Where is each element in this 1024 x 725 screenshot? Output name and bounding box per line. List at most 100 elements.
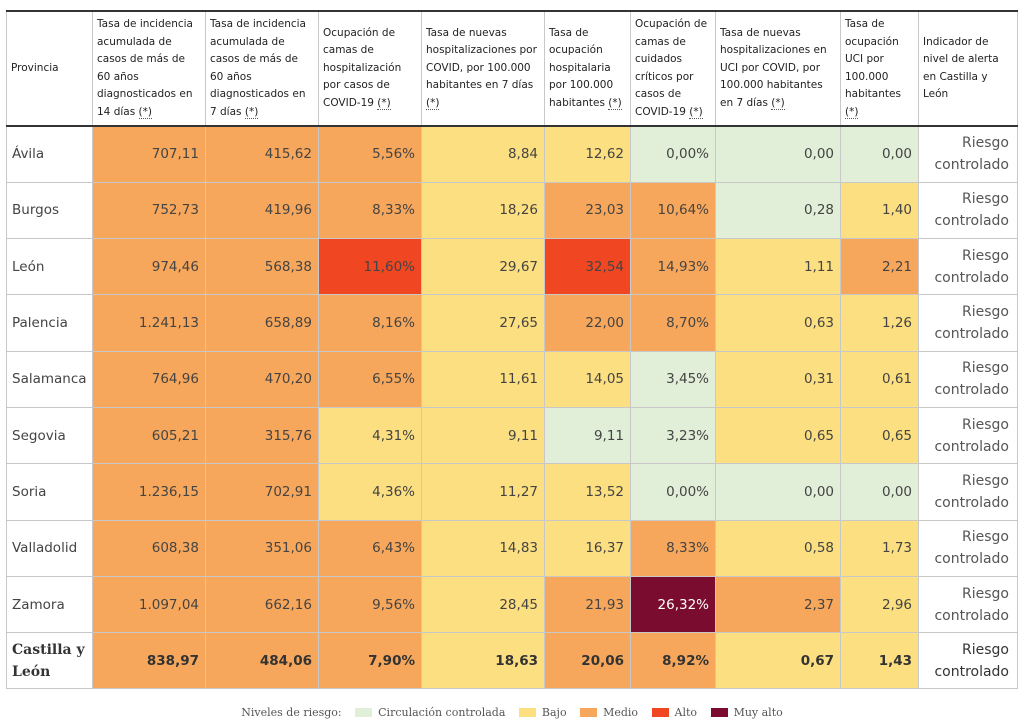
covid-indicators-table-container: Provincia Tasa de incidencia acumulada d… [6,10,1018,690]
value-cell: 14,83 [421,519,545,577]
risk-level: Riesgo controlado [918,181,1018,240]
header-nuevas-uci: Tasa de nuevas hospitalizaciones en UCI … [715,10,841,127]
header-incidencia-7-dias: Tasa de incidencia acumulada de casos de… [205,10,319,127]
value-cell: 0,61 [840,350,919,408]
asterisk-note-link[interactable]: (*) [608,96,622,110]
value-cell: 22,00 [544,294,631,352]
value-cell: 14,05 [544,350,631,408]
value-cell: 0,31 [715,350,841,408]
header-row: Provincia Tasa de incidencia acumulada d… [6,10,1018,127]
value-cell: 0,65 [840,406,919,465]
value-cell: 752,73 [92,181,206,240]
province-name: León [6,238,93,296]
value-cell: 11,61 [421,350,545,408]
header-provincia: Provincia [6,10,93,127]
risk-level: Riesgo controlado [918,632,1018,690]
total-value-cell: 8,92% [630,632,716,690]
value-cell: 3,45% [630,350,716,408]
value-cell: 4,31% [318,406,422,465]
value-cell: 0,00% [630,463,716,521]
table-row: Valladolid 608,38 351,06 6,43% 14,83 16,… [6,519,1018,577]
province-name: Salamanca [6,350,93,408]
province-name: Palencia [6,294,93,352]
asterisk-note-link[interactable]: (*) [244,105,259,119]
asterisk-note-link[interactable]: (*) [689,105,703,119]
value-cell: 0,58 [715,519,841,577]
value-cell: 6,43% [318,519,422,577]
value-cell: 18,26 [421,181,545,240]
value-cell: 27,65 [421,294,545,352]
legend-title: Niveles de riesgo: [241,706,342,719]
value-cell: 1.097,04 [92,575,206,634]
asterisk-note-link[interactable]: (*) [138,105,152,119]
risk-level: Riesgo controlado [918,125,1018,183]
value-cell: 0,00 [840,125,919,183]
legend-item-bajo: Bajo [518,706,567,719]
value-cell: 0,00 [840,463,919,521]
header-nivel-alerta: Indicador de nivel de alerta en Castilla… [918,10,1018,127]
total-row: Castilla y León 838,97 484,06 7,90% 18,63… [6,632,1018,690]
asterisk-note-link[interactable]: (*) [845,105,859,119]
value-cell: 13,52 [544,463,631,521]
legend-item-circulacion-controlada: Circulación controlada [355,706,505,719]
header-ocupacion-hospitalaria: Tasa de ocupación hospitalaria por 100.0… [544,10,631,127]
value-cell: 8,16% [318,294,422,352]
asterisk-note-link[interactable]: (*) [377,96,391,110]
province-name: Burgos [6,181,93,240]
value-cell: 8,84 [421,125,545,183]
value-cell: 26,32% [630,575,716,634]
value-cell: 605,21 [92,406,206,465]
table-body: Ávila 707,11 415,62 5,56% 8,84 12,62 0,0… [6,125,1018,690]
header-nuevas-hospitalizaciones: Tasa de nuevas hospitalizaciones por COV… [421,10,545,127]
table-row: Ávila 707,11 415,62 5,56% 8,84 12,62 0,0… [6,125,1018,183]
value-cell: 16,37 [544,519,631,577]
value-cell: 23,03 [544,181,631,240]
legend-item-alto: Alto [651,706,697,719]
province-name: Valladolid [6,519,93,577]
risk-level: Riesgo controlado [918,294,1018,352]
table-row: Segovia 605,21 315,76 4,31% 9,11 9,11 3,… [6,406,1018,465]
value-cell: 608,38 [92,519,206,577]
risk-level: Riesgo controlado [918,350,1018,408]
value-cell: 1,11 [715,238,841,296]
value-cell: 9,56% [318,575,422,634]
asterisk-note-link[interactable]: (*) [771,96,785,110]
table-row: Salamanca 764,96 470,20 6,55% 11,61 14,0… [6,350,1018,408]
value-cell: 315,76 [205,406,319,465]
value-cell: 9,11 [544,406,631,465]
value-cell: 702,91 [205,463,319,521]
value-cell: 11,27 [421,463,545,521]
risk-level: Riesgo controlado [918,575,1018,634]
table-row: Soria 1.236,15 702,91 4,36% 11,27 13,52 … [6,463,1018,521]
value-cell: 3,23% [630,406,716,465]
header-ocupacion-camas: Ocupación de camas de hospitalización po… [318,10,422,127]
value-cell: 658,89 [205,294,319,352]
covid-indicators-table: Provincia Tasa de incidencia acumulada d… [6,10,1018,690]
total-value-cell: 484,06 [205,632,319,690]
value-cell: 32,54 [544,238,631,296]
value-cell: 707,11 [92,125,206,183]
risk-legend: Niveles de riesgo: Circulación controlad… [0,706,1024,719]
value-cell: 0,00 [715,125,841,183]
value-cell: 2,37 [715,575,841,634]
risk-level: Riesgo controlado [918,519,1018,577]
value-cell: 9,11 [421,406,545,465]
legend-item-muy-alto: Muy alto [710,706,783,719]
legend-item-medio: Medio [580,706,638,719]
value-cell: 14,93% [630,238,716,296]
legend-swatch [518,707,536,717]
value-cell: 0,65 [715,406,841,465]
table-row: Palencia 1.241,13 658,89 8,16% 27,65 22,… [6,294,1018,352]
legend-swatch [580,707,598,717]
value-cell: 2,21 [840,238,919,296]
asterisk-note-link[interactable]: (*) [426,96,440,110]
value-cell: 8,33% [630,519,716,577]
value-cell: 6,55% [318,350,422,408]
value-cell: 0,63 [715,294,841,352]
risk-level: Riesgo controlado [918,463,1018,521]
value-cell: 2,96 [840,575,919,634]
value-cell: 1.241,13 [92,294,206,352]
legend-swatch [710,707,728,717]
header-incidencia-14-dias: Tasa de incidencia acumulada de casos de… [92,10,206,127]
legend-swatch [651,707,669,717]
